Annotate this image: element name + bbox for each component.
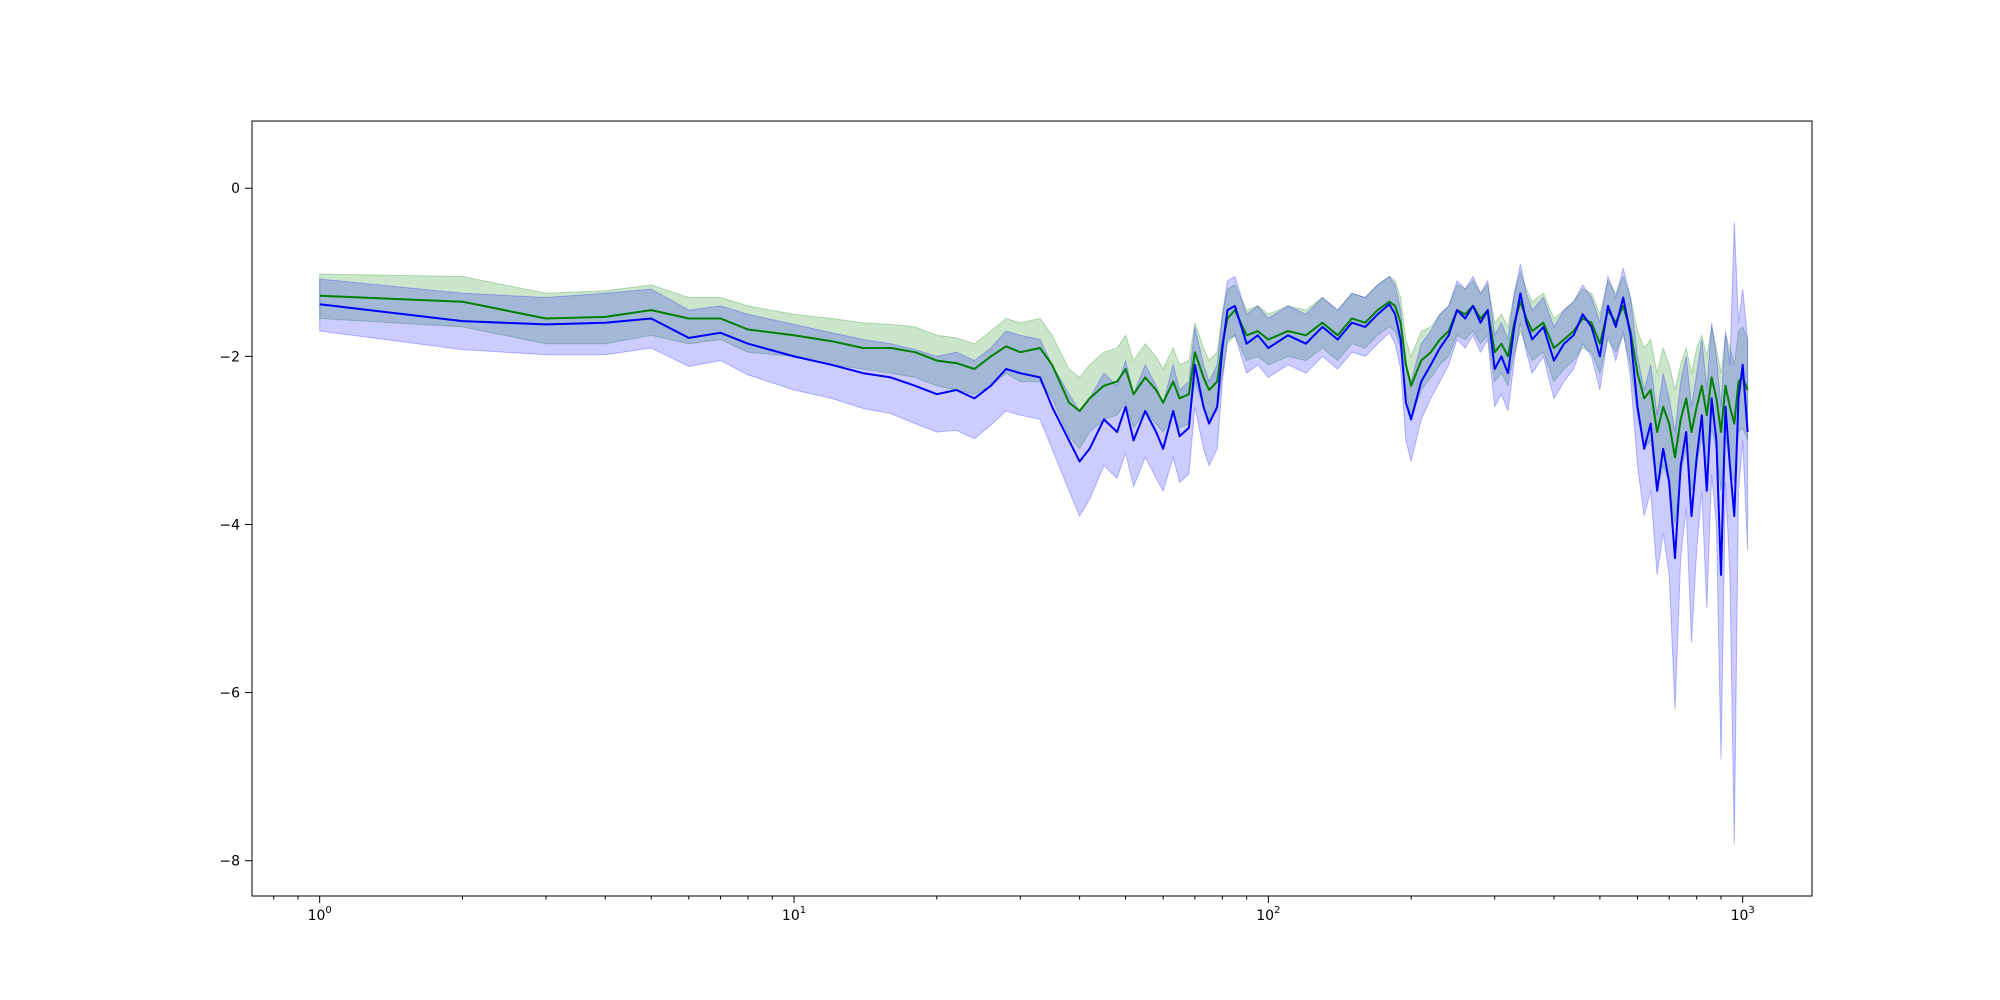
- x-tick-label: 103: [1731, 905, 1755, 924]
- series-lines: [319, 292, 1749, 576]
- confidence-bands: [319, 221, 1749, 844]
- band-series-1: [319, 270, 1749, 525]
- x-tick-label: 102: [1256, 905, 1280, 924]
- band-series-2: [319, 221, 1749, 844]
- y-tick-label: −6: [219, 686, 240, 702]
- line-series-1: [319, 294, 1749, 459]
- x-tick-label: 101: [782, 905, 806, 924]
- x-tick-label: 100: [308, 905, 332, 924]
- y-axis: 0 −2 −4 −6 −8: [219, 181, 252, 870]
- y-tick-label: 0: [231, 181, 240, 197]
- line-series-2: [319, 292, 1749, 576]
- y-tick-label: −2: [219, 349, 240, 365]
- x-axis: 100 101 102 103: [273, 896, 1755, 924]
- y-tick-label: −8: [219, 854, 240, 870]
- y-tick-label: −4: [219, 517, 240, 533]
- plot-frame: [251, 120, 1813, 897]
